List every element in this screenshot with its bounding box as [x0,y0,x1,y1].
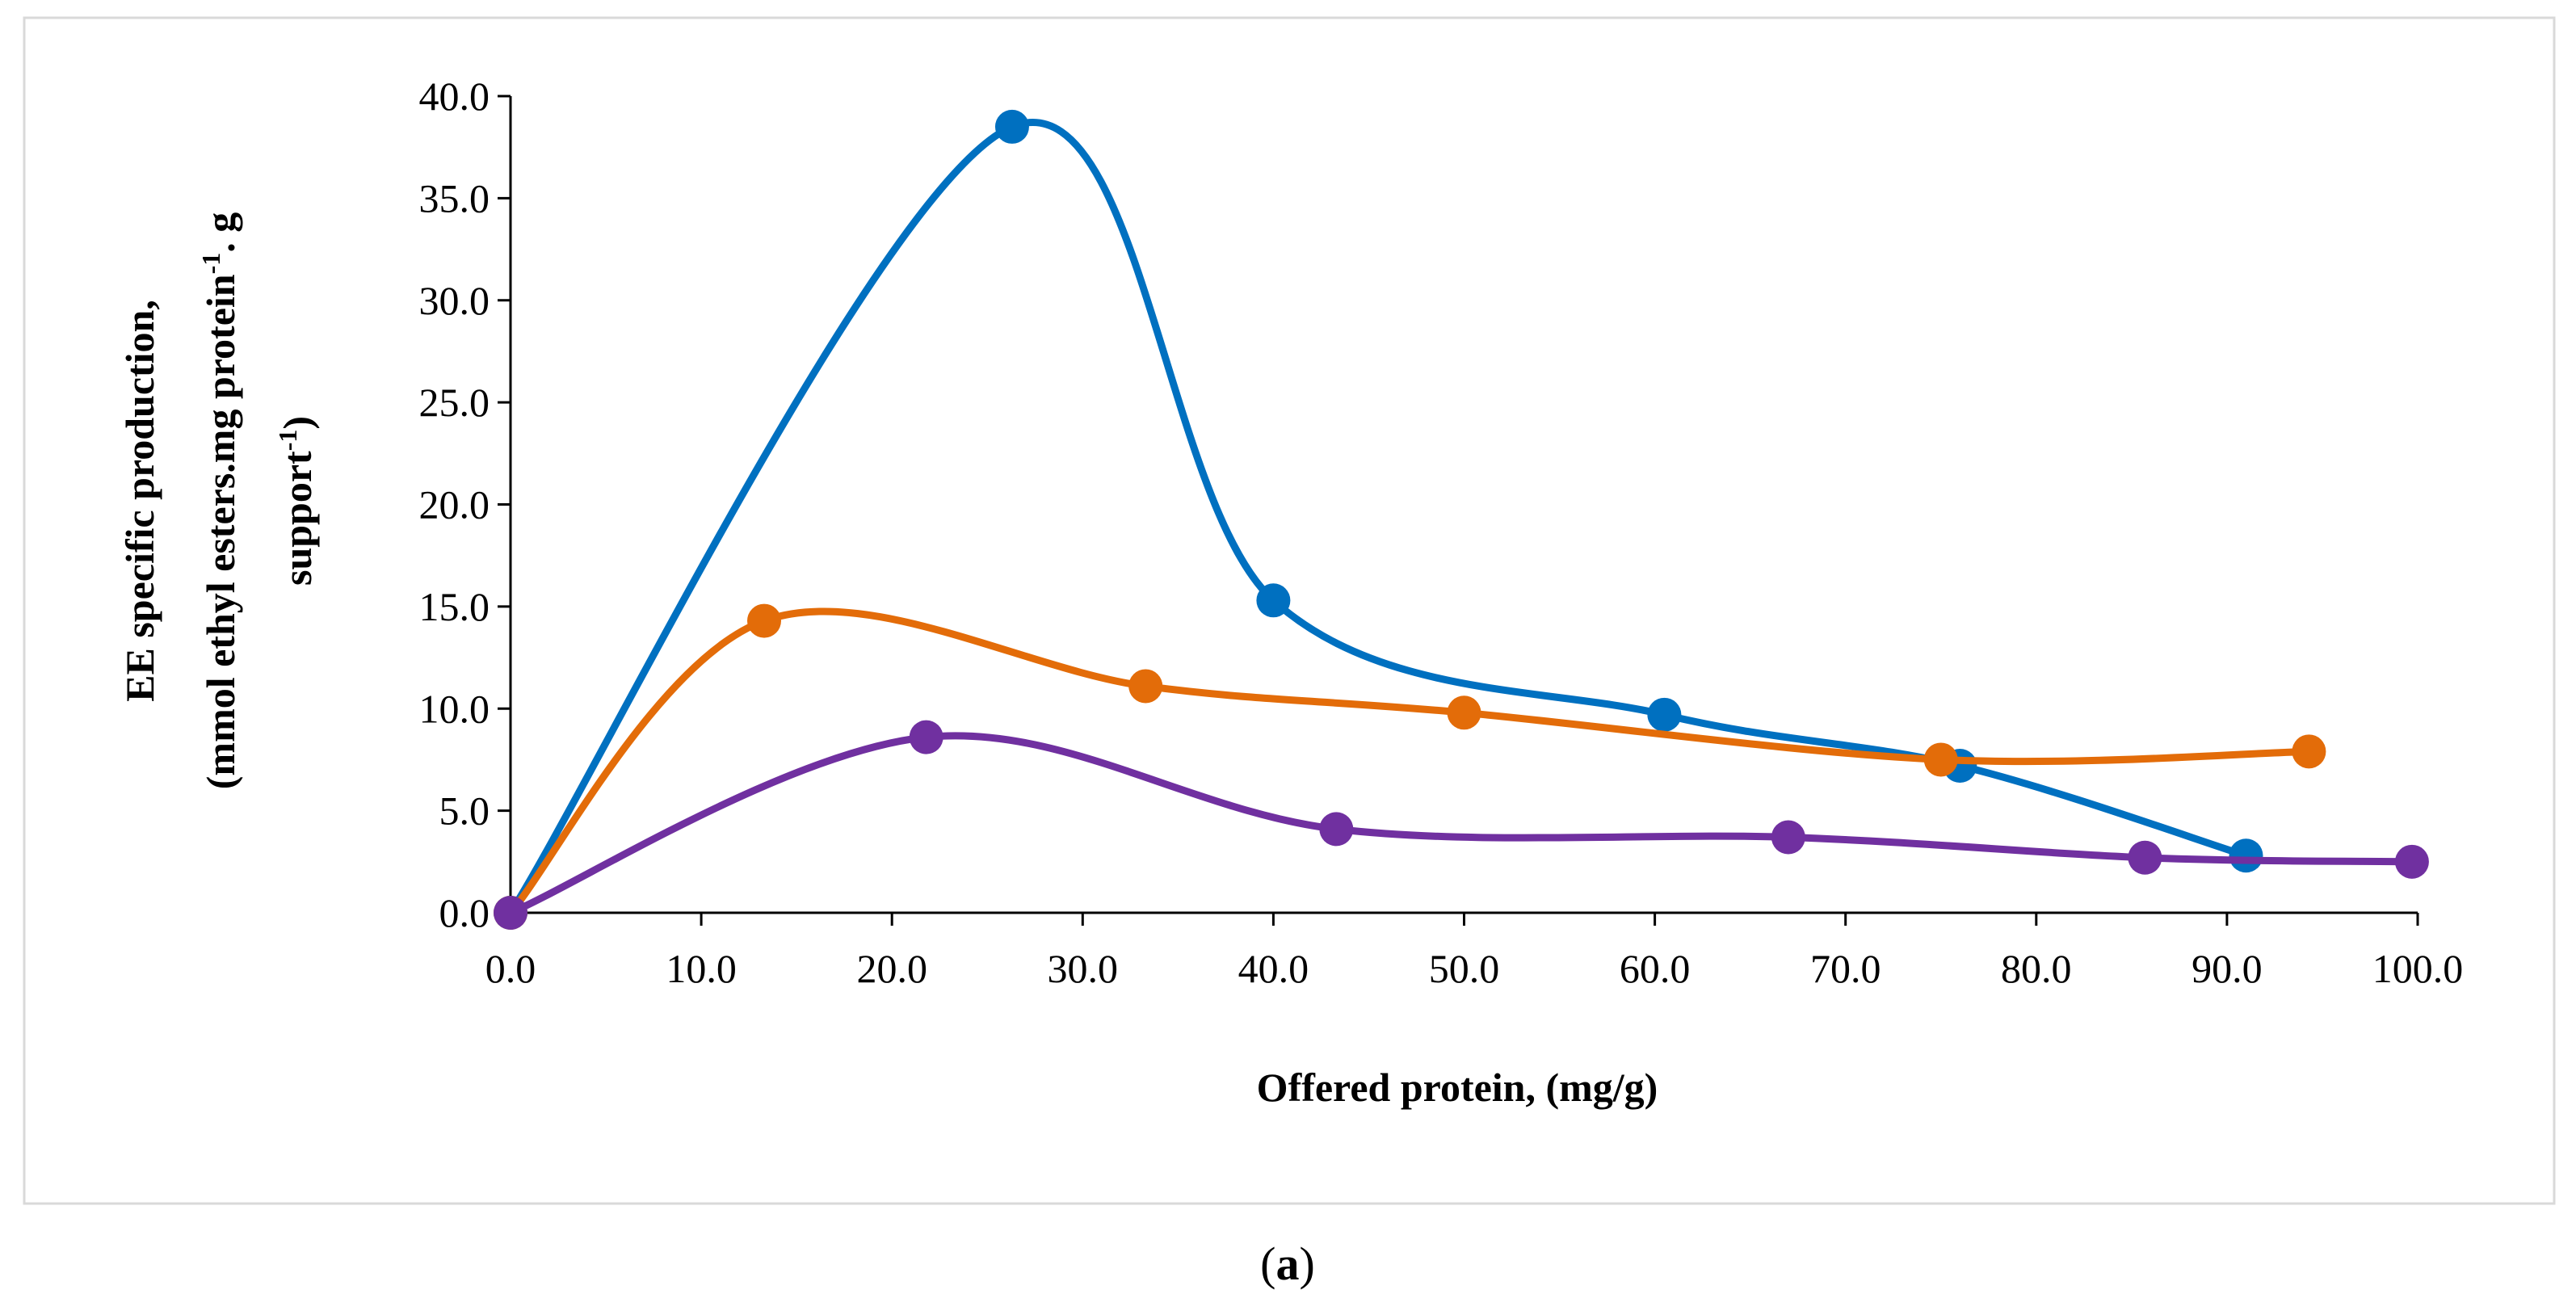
y-tick-label: 15.0 [419,584,490,629]
y-axis-title-line3: support-1) [273,416,320,586]
y-tick-label: 40.0 [419,74,490,119]
x-tick-label: 80.0 [2001,946,2072,991]
x-ticks: 0.0 10.0 20.0 30.0 40.0 50.0 60.0 70.0 80.0 90.0 1… [485,913,2464,991]
y-axis-title-line3-tail: ) [275,416,320,430]
x-tick-label: 40.0 [1238,946,1309,991]
y-tick-label: 35.0 [419,175,490,221]
y-axis-title: EE specific production, (mmol ethyl este… [117,212,320,789]
panel-label-open: ( [1260,1237,1275,1290]
panel-label-close: ) [1300,1237,1315,1290]
x-tick-label: 20.0 [856,946,927,991]
y-tick-label: 30.0 [419,278,490,323]
data-point-orange [2292,734,2326,769]
panel-label: (a) [1260,1237,1315,1290]
data-point-orange [1447,695,1481,730]
data-point-purple [2394,844,2429,879]
series-orange [494,603,2326,930]
data-point-blue [2229,838,2263,873]
data-point-purple [1319,812,1354,847]
y-tick-label: 25.0 [419,380,490,425]
x-tick-label: 60.0 [1620,946,1691,991]
y-tick-label: 0.0 [439,890,490,935]
x-tick-label: 100.0 [2372,946,2464,991]
x-tick-label: 50.0 [1429,946,1500,991]
data-point-orange [1128,669,1163,704]
y-tick-label: 10.0 [419,686,490,731]
y-axis-title-line2-text: (mmol ethyl esters.mg protein [198,274,243,789]
y-axis-title-line1: EE specific production, [117,300,162,702]
data-point-orange [1923,742,1958,777]
y-axis-title-line3-sup: -1 [273,430,302,452]
x-tick-label: 10.0 [666,946,737,991]
y-axis-title-line3-text: support [275,451,320,586]
data-point-purple [1771,820,1805,855]
y-axis-title-line2-tail: . g [198,212,243,253]
y-axis-title-line2: (mmol ethyl esters.mg protein-1. g [196,212,243,789]
data-point-blue [1647,697,1682,732]
x-tick-label: 30.0 [1048,946,1119,991]
data-point-purple [494,896,527,930]
series-layer [494,109,2429,930]
series-line-orange [506,607,2313,917]
y-tick-label: 5.0 [439,788,490,834]
data-point-orange [747,603,782,638]
x-tick-label: 70.0 [1810,946,1881,991]
x-tick-label: 90.0 [2191,946,2263,991]
data-point-blue [994,109,1029,144]
y-ticks: 0.0 5.0 10.0 15.0 20.0 25.0 30.0 35.0 40.0 [419,74,511,935]
series-purple [494,720,2429,930]
data-point-blue [1256,583,1291,618]
y-tick-label: 20.0 [419,482,490,527]
y-axis-title-line2-sup: -1 [196,253,225,275]
data-point-purple [2128,840,2162,875]
panel-label-letter: a [1276,1237,1300,1290]
x-axis-title: Offered protein, (mg/g) [1257,1065,1658,1110]
data-point-purple [909,720,943,754]
x-tick-label: 0.0 [485,946,536,991]
